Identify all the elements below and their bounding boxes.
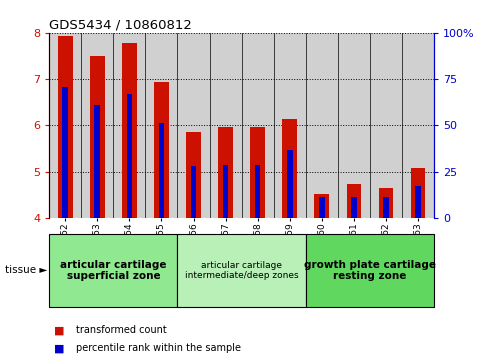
Bar	[402, 33, 434, 218]
Text: ■: ■	[54, 343, 65, 354]
Text: growth plate cartilage
resting zone: growth plate cartilage resting zone	[304, 260, 436, 281]
Bar	[90, 56, 105, 218]
Bar	[319, 196, 324, 218]
Bar	[306, 33, 338, 218]
Text: articular cartilage
superficial zone: articular cartilage superficial zone	[60, 260, 167, 281]
Text: ■: ■	[54, 325, 65, 335]
Bar	[250, 127, 265, 218]
Bar	[63, 87, 68, 218]
Bar	[315, 194, 329, 218]
Text: tissue ►: tissue ►	[5, 265, 47, 276]
Text: percentile rank within the sample: percentile rank within the sample	[76, 343, 242, 354]
Bar	[351, 196, 356, 218]
Bar	[379, 188, 393, 218]
Bar	[58, 36, 72, 218]
Bar	[95, 105, 100, 218]
Bar	[177, 33, 210, 218]
Bar	[282, 119, 297, 218]
Bar	[186, 132, 201, 218]
Bar	[191, 166, 196, 218]
Bar	[113, 33, 145, 218]
Bar	[223, 165, 228, 218]
Bar	[127, 94, 132, 218]
Bar	[347, 184, 361, 218]
Bar	[49, 33, 81, 218]
Bar	[287, 150, 292, 218]
Bar	[218, 127, 233, 218]
Bar	[255, 165, 260, 218]
Bar	[122, 43, 137, 218]
Bar	[338, 33, 370, 218]
Bar	[411, 168, 425, 218]
Bar	[415, 186, 421, 218]
Bar	[383, 196, 388, 218]
Text: transformed count: transformed count	[76, 325, 167, 335]
Bar	[242, 33, 274, 218]
Bar	[159, 123, 164, 218]
Bar	[370, 33, 402, 218]
Bar	[154, 82, 169, 218]
Text: articular cartilage
intermediate/deep zones: articular cartilage intermediate/deep zo…	[185, 261, 298, 280]
Text: GDS5434 / 10860812: GDS5434 / 10860812	[49, 19, 192, 32]
Bar	[210, 33, 242, 218]
Bar	[81, 33, 113, 218]
Bar	[145, 33, 177, 218]
Bar	[274, 33, 306, 218]
